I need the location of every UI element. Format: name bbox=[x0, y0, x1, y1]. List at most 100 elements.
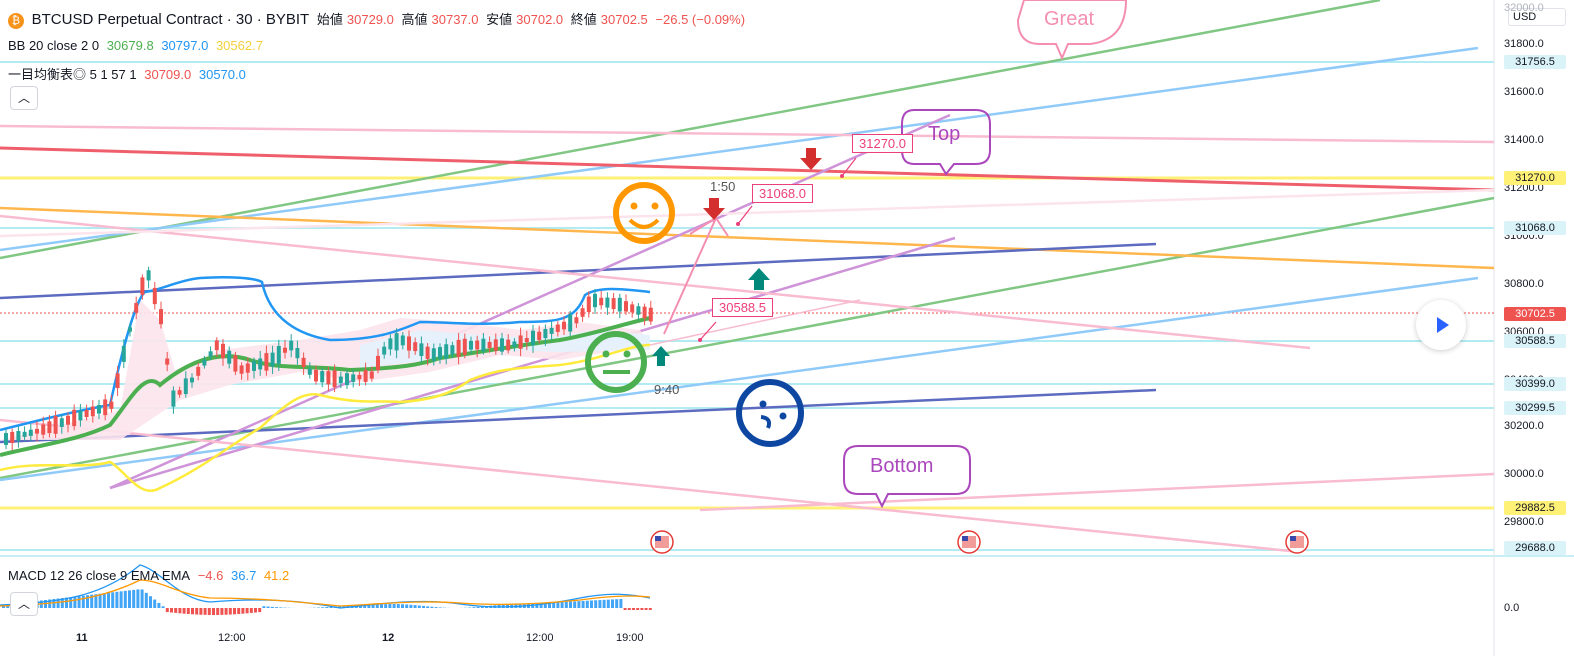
macd-bar bbox=[241, 608, 245, 614]
candle-body bbox=[202, 359, 207, 366]
candle-body bbox=[16, 431, 21, 441]
price-callout-31068[interactable]: 31068.0 bbox=[752, 184, 813, 203]
candle-body bbox=[338, 376, 343, 384]
candle-body bbox=[506, 339, 511, 351]
macd-bar bbox=[539, 603, 543, 608]
price-candles bbox=[4, 266, 653, 451]
candle-body bbox=[53, 416, 58, 434]
time-note-2[interactable]: 9:40 bbox=[654, 382, 680, 397]
trend-pink-top bbox=[0, 124, 1495, 144]
price-tag: 30588.5 bbox=[1504, 334, 1566, 348]
macd-bar bbox=[178, 608, 182, 614]
macd-bar bbox=[535, 603, 539, 608]
collapse-macd-button[interactable]: ︿ bbox=[10, 592, 38, 616]
candle-body bbox=[134, 303, 139, 313]
play-button[interactable] bbox=[1416, 300, 1466, 350]
price-axis-label: 29800.0 bbox=[1504, 516, 1544, 528]
open-value: 30729.0 bbox=[346, 12, 394, 27]
time-note-1[interactable]: 1:50 bbox=[710, 179, 736, 194]
price-axis-label: 30000.0 bbox=[1504, 468, 1544, 480]
macd-bar bbox=[220, 608, 224, 615]
candle-body bbox=[97, 405, 101, 414]
candle-body bbox=[332, 370, 337, 388]
price-axis-label: 31600.0 bbox=[1504, 86, 1544, 98]
price-axis-label: 30200.0 bbox=[1504, 420, 1544, 432]
candle-body bbox=[400, 335, 405, 346]
macd-bar bbox=[564, 601, 568, 608]
macd-bar bbox=[615, 599, 619, 608]
bb-value-upper: 30797.0 bbox=[161, 38, 209, 53]
trend-red bbox=[0, 146, 1495, 192]
price-tag: 30399.0 bbox=[1504, 377, 1566, 391]
candle-body bbox=[500, 338, 504, 352]
candle-body bbox=[177, 390, 182, 395]
macd-bar bbox=[128, 590, 131, 608]
symbol-header: ₿ BTCUSD Perpetual Contract · 30 · BYBIT… bbox=[8, 9, 749, 29]
macd-bar bbox=[590, 600, 593, 608]
macd-bar bbox=[585, 600, 589, 608]
macd-bar bbox=[472, 607, 476, 608]
chevron-up-icon: ︿ bbox=[17, 597, 30, 611]
symbol-title[interactable]: BTCUSD Perpetual Contract · 30 · BYBIT bbox=[31, 11, 310, 28]
price-tag: 31756.5 bbox=[1504, 55, 1566, 69]
macd-bar bbox=[552, 602, 556, 608]
macd-bar bbox=[115, 591, 119, 608]
time-axis-label: 12:00 bbox=[218, 632, 246, 644]
macd-bar bbox=[245, 608, 249, 614]
candle-body bbox=[543, 328, 548, 339]
trend-pink-mid bbox=[0, 214, 1311, 350]
close-value: 30702.5 bbox=[600, 12, 648, 27]
macd-legend[interactable]: MACD 12 26 close 9 EMA EMA −4.6 36.7 41.… bbox=[8, 568, 293, 583]
price-callout-31270[interactable]: 31270.0 bbox=[852, 134, 913, 153]
time-axis-label: 12 bbox=[382, 632, 395, 644]
bottom-label[interactable]: Bottom bbox=[870, 455, 934, 477]
trend-blue-lower bbox=[0, 276, 1479, 482]
macd-bar bbox=[140, 589, 144, 608]
trend-pink-bottom bbox=[0, 418, 1301, 554]
bb-legend[interactable]: BB 20 close 2 0 30679.8 30797.0 30562.7 bbox=[8, 38, 267, 53]
candle-body bbox=[47, 421, 52, 434]
ichimoku-legend[interactable]: 一目均衡表◎ 5 1 57 1 30709.0 30570.0 bbox=[8, 64, 250, 83]
top-label[interactable]: Top bbox=[928, 123, 961, 145]
neutral-face-icon bbox=[585, 331, 647, 393]
candle-body bbox=[456, 339, 461, 357]
candle-body bbox=[239, 365, 244, 374]
candle-body bbox=[636, 306, 641, 315]
low-label: 安値 bbox=[486, 12, 513, 27]
candle-body bbox=[314, 369, 318, 382]
candle-body bbox=[72, 409, 77, 427]
price-axis-label: 31200.0 bbox=[1504, 182, 1544, 194]
collapse-legend-button[interactable]: ︿ bbox=[10, 86, 38, 110]
macd-bar bbox=[60, 598, 64, 608]
macd-bar bbox=[94, 594, 98, 608]
candle-body bbox=[431, 348, 436, 361]
candle-body bbox=[438, 347, 442, 359]
great-label[interactable]: Great bbox=[1044, 8, 1095, 30]
price-callout-30588[interactable]: 30588.5 bbox=[712, 298, 773, 317]
macd-value-signal: 41.2 bbox=[263, 568, 290, 583]
arrow-up-signal-1 bbox=[652, 346, 670, 366]
ichimoku-label: 一目均衡表◎ 5 1 57 1 bbox=[8, 67, 137, 82]
macd-bar bbox=[363, 605, 367, 608]
candle-body bbox=[140, 277, 145, 295]
macd-bar bbox=[161, 606, 165, 608]
macd-bar bbox=[384, 604, 388, 608]
macd-bar bbox=[73, 596, 77, 608]
candle-body bbox=[84, 409, 89, 418]
macd-bar bbox=[233, 608, 236, 615]
macd-bar bbox=[409, 604, 413, 608]
macd-bar bbox=[422, 605, 425, 608]
macd-bar bbox=[573, 601, 577, 608]
macd-bar bbox=[144, 592, 148, 608]
macd-bar bbox=[396, 604, 400, 608]
macd-bar bbox=[611, 599, 614, 608]
macd-bar bbox=[434, 607, 438, 608]
candle-body bbox=[66, 415, 70, 425]
currency-label[interactable]: USD bbox=[1508, 8, 1566, 26]
trend-lines bbox=[0, 0, 1495, 554]
macd-bar bbox=[102, 593, 106, 608]
candle-body bbox=[10, 431, 15, 443]
candle-body bbox=[624, 301, 628, 312]
